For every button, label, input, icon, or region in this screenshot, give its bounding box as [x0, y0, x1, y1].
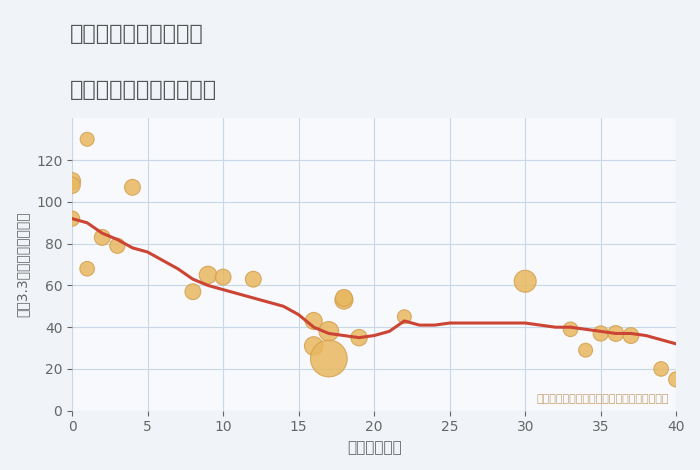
- Point: [308, 317, 319, 325]
- Point: [248, 275, 259, 283]
- Y-axis label: 坪（3.3㎡）単価（万円）: 坪（3.3㎡）単価（万円）: [15, 212, 29, 317]
- Text: 築年数別中古戸建て価格: 築年数別中古戸建て価格: [70, 80, 217, 100]
- Point: [81, 135, 92, 143]
- Point: [354, 334, 365, 341]
- Point: [338, 296, 349, 304]
- Point: [66, 215, 78, 222]
- Point: [519, 277, 531, 285]
- Point: [66, 177, 78, 185]
- Point: [202, 271, 214, 279]
- Point: [610, 330, 622, 337]
- Point: [399, 313, 410, 321]
- Point: [595, 330, 606, 337]
- Point: [66, 181, 78, 189]
- Point: [323, 355, 335, 362]
- Text: 千葉県袖ヶ浦市下泉の: 千葉県袖ヶ浦市下泉の: [70, 24, 204, 44]
- Point: [338, 294, 349, 302]
- Point: [127, 184, 138, 191]
- Point: [323, 328, 335, 335]
- Point: [565, 326, 576, 333]
- Point: [218, 274, 229, 281]
- X-axis label: 築年数（年）: 築年数（年）: [346, 440, 402, 455]
- Point: [625, 332, 636, 339]
- Point: [81, 265, 92, 273]
- Text: 円の大きさは、取引のあった物件面積を示す: 円の大きさは、取引のあった物件面積を示す: [536, 394, 668, 405]
- Point: [671, 376, 682, 383]
- Point: [188, 288, 199, 296]
- Point: [112, 242, 123, 250]
- Point: [97, 234, 108, 241]
- Point: [580, 346, 592, 354]
- Point: [655, 365, 666, 373]
- Point: [308, 342, 319, 350]
